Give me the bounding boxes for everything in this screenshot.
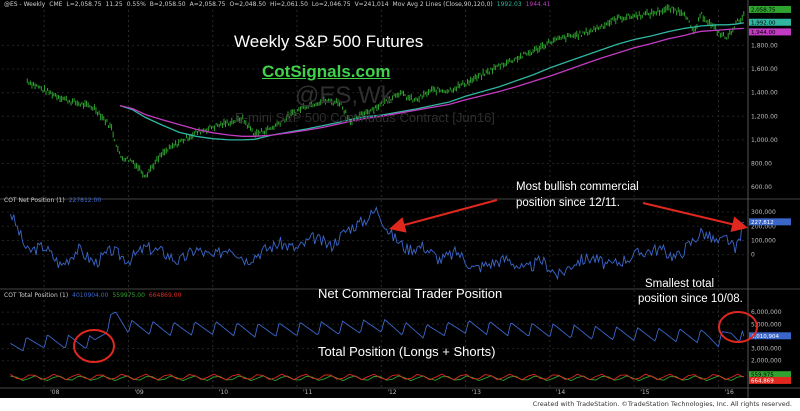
- total-y-tick-label: 5,000,000: [751, 321, 782, 328]
- price-status-field-7: O=2,048.50: [229, 1, 266, 8]
- red-value-tag: [749, 376, 791, 384]
- circle-current-low: [718, 311, 758, 343]
- net-position-label: Net Commercial Trader Position: [318, 286, 503, 301]
- x-tick-label: '08: [50, 389, 59, 396]
- total-value-tag: [749, 332, 791, 340]
- symbol-watermark: @ES,Wk: [295, 82, 393, 109]
- total-y-tick-label: 3,000,000: [751, 346, 782, 353]
- x-tick-label: '12: [387, 389, 396, 396]
- net-y-tick-label: 0: [751, 252, 755, 259]
- price-y-tick-label: 1,000.00: [751, 137, 778, 144]
- smallest-annotation-line1: Smallest total: [645, 278, 715, 290]
- price-y-tick-label: 1,600.00: [751, 66, 778, 73]
- price-value-tag-text: 1,944.00: [751, 30, 776, 36]
- total-status-field-0: COT Total Position (1): [4, 292, 69, 299]
- arrow-to-current: [642, 202, 748, 233]
- ma120-line: [119, 27, 744, 137]
- bullish-annotation-line1: Most bullish commercial: [516, 181, 639, 193]
- price-status-field-10: V=241,014: [354, 1, 389, 8]
- net-status-field-0: COT Net Position (1): [4, 197, 65, 204]
- contract-watermark: E-mini S&P 500 Continuous Contract [Jun1…: [235, 110, 495, 125]
- price-status-field-4: 0.55%: [126, 1, 146, 8]
- price-status-field-1: CME: [49, 1, 63, 8]
- price-value-tag: [749, 28, 791, 36]
- price-y-tick-label: 600.00: [751, 184, 772, 191]
- price-status-field-9: Lo=2,046.75: [311, 1, 351, 8]
- price-y-tick-label: 1,200.00: [751, 113, 778, 120]
- price-y-tick-label: 1,400.00: [751, 90, 778, 97]
- net-status-line: COT Net Position (1) 227812.00: [4, 197, 105, 204]
- total-position-label: Total Position (Longs + Shorts): [318, 344, 496, 359]
- total-status-field-3: 664869.00: [148, 292, 182, 299]
- x-tick-label: '16: [724, 389, 733, 396]
- footer-bar: Created with TradeStation. ©TradeStation…: [0, 398, 800, 411]
- price-status-field-8: Hi=2,061.50: [269, 1, 308, 8]
- net-y-tick-label: 100,000: [751, 237, 776, 244]
- x-tick-label: '11: [303, 389, 312, 396]
- price-y-tick-label: 800.00: [751, 160, 772, 167]
- arrow-to-2011-peak: [389, 199, 498, 233]
- total-y-tick-label: 2,000,000: [751, 358, 782, 365]
- circle-2008-low: [73, 329, 115, 363]
- price-status-field-11: Mov Avg 2 Lines (Close,90,120,0): [392, 1, 493, 8]
- total-status-field-1: 4010904.00: [72, 292, 109, 299]
- price-value-tag-text: 2,058.75: [751, 7, 776, 13]
- price-status-line: @ES - Weekly CME L=2,058.75 11.25 0.55% B=2,0…: [4, 1, 554, 8]
- x-tick-label: '14: [556, 389, 565, 396]
- price-value-tag: [749, 5, 791, 13]
- x-tick-label: '09: [134, 389, 143, 396]
- price-status-field-6: A=2,058.75: [189, 1, 226, 8]
- net-status-field-1: 227812.00: [68, 197, 102, 204]
- x-tick-label: '15: [640, 389, 649, 396]
- copyright-text: Created with TradeStation. ©TradeStation…: [532, 400, 792, 408]
- net-position-line: [9, 206, 744, 281]
- price-status-field-2: L=2,058.75: [66, 1, 102, 8]
- net-y-tick-label: 300,000: [751, 209, 776, 216]
- chart-title: Weekly S&P 500 Futures: [234, 32, 424, 51]
- red-series-line: [10, 373, 745, 381]
- total-status-line: COT Total Position (1) 4010904.00 559975.0…: [4, 292, 185, 299]
- x-tick-label: '10: [219, 389, 228, 396]
- total-y-tick-label: 6,000,000: [751, 309, 782, 316]
- price-y-tick-label: 1,800.00: [751, 42, 778, 49]
- price-status-field-3: 11.25: [105, 1, 123, 8]
- smallest-annotation-line2: position since 10/08.: [638, 293, 743, 305]
- red-value-tag-text: 664,869: [751, 378, 774, 384]
- price-value-tag: [749, 18, 791, 26]
- bullish-annotation-line2: position since 12/11.: [516, 197, 620, 209]
- price-value-tag-text: 1,992.00: [751, 20, 776, 26]
- ma90-line: [119, 22, 744, 141]
- cotsignals-link[interactable]: CotSignals.com: [262, 62, 391, 81]
- green-value-tag-text: 559,975: [751, 373, 774, 379]
- price-status-field-0: @ES - Weekly: [4, 1, 46, 8]
- price-status-field-5: B=2,058.50: [149, 1, 186, 8]
- net-value-tag: [749, 218, 791, 226]
- net-value-tag-text: 227,812: [751, 220, 774, 226]
- net-y-tick-label: 200,000: [751, 223, 776, 230]
- x-tick-label: '13: [472, 389, 481, 396]
- price-status-field-12: 1992.03: [496, 1, 522, 8]
- price-status-field-13: 1944.41: [525, 1, 551, 8]
- total-value-tag-text: 4,010,904: [751, 334, 779, 340]
- green-value-tag: [749, 371, 791, 379]
- total-status-field-2: 559975.00: [112, 292, 145, 299]
- total-position-line: [10, 311, 745, 352]
